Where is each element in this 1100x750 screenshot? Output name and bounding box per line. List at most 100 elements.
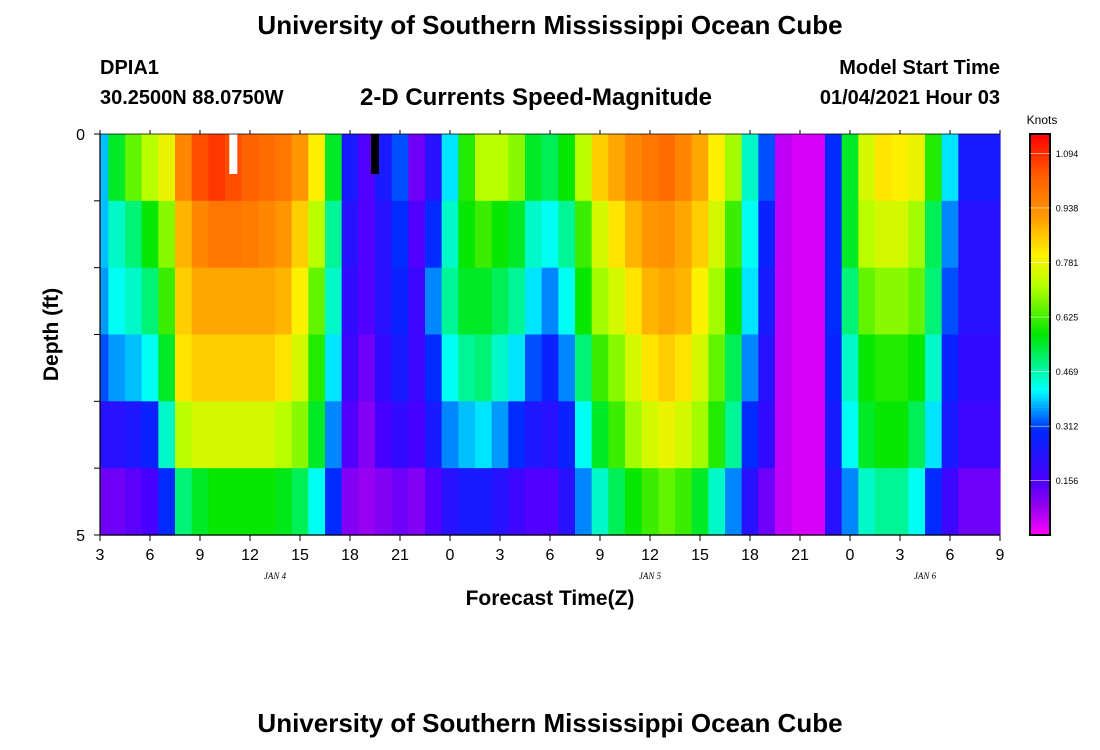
heatmap-cell (141, 134, 159, 202)
heatmap-cell (491, 401, 509, 469)
heatmap-cell (908, 200, 926, 269)
heatmap-cell (591, 267, 609, 336)
heatmap-cell (708, 334, 726, 402)
colorbar-segment (1030, 481, 1050, 486)
heatmap-cell (558, 401, 576, 469)
x-tick-label: 9 (196, 547, 205, 564)
heatmap-cell (575, 468, 593, 536)
heatmap-cell (625, 267, 643, 336)
heatmap-cell (341, 267, 359, 336)
heatmap-cell (425, 468, 443, 536)
colorbar-segment (1030, 190, 1050, 195)
heatmap-cell (925, 134, 943, 202)
colorbar-segment (1030, 458, 1050, 463)
heatmap-cell (591, 134, 609, 202)
heatmap-cell (575, 200, 593, 269)
heatmap-cell (525, 468, 543, 536)
heatmap-cell (891, 334, 909, 402)
heatmap-cell (808, 267, 826, 336)
heatmap-cell (108, 200, 126, 269)
heatmap-cell (291, 134, 309, 202)
heatmap-cell (975, 401, 993, 469)
heatmap-cell (591, 334, 609, 402)
heatmap-cell (191, 468, 209, 536)
heatmap-cell (325, 134, 343, 202)
colorbar-segment (1030, 418, 1050, 422)
heatmap-cell (308, 334, 326, 402)
heatmap-cell (841, 468, 859, 536)
colorbar-segment (1030, 521, 1050, 526)
heatmap-cell (741, 334, 759, 402)
heatmap-cell (641, 334, 659, 402)
colorbar-segment (1030, 167, 1050, 172)
heatmap-cell (608, 200, 626, 269)
heatmap-cell (858, 267, 876, 336)
heatmap-cell (391, 334, 409, 402)
heatmap-cell (125, 401, 143, 469)
heatmap-cell (725, 468, 743, 536)
heatmap-cell (141, 334, 159, 402)
footer-title: University of Southern Mississippi Ocean… (257, 708, 843, 738)
heatmap-cell (108, 134, 126, 202)
heatmap-cell (741, 401, 759, 469)
heatmap-cell (758, 401, 776, 469)
colorbar-segment (1030, 160, 1050, 165)
heatmap-cell (125, 267, 143, 336)
heatmap-cell (258, 134, 276, 202)
colorbar-segment (1030, 384, 1050, 389)
heatmap-cell (608, 401, 626, 469)
heatmap-cell (191, 200, 209, 269)
heatmap-cell (375, 468, 393, 536)
heatmap-cell (575, 401, 593, 469)
heatmap-cell (325, 200, 343, 269)
heatmap-cell (975, 334, 993, 402)
heatmap-cell (841, 401, 859, 469)
colorbar-segment (1030, 267, 1050, 272)
heatmap-cell (991, 200, 1001, 269)
heatmap-cell (508, 401, 526, 469)
x-tick-label: 0 (446, 547, 455, 564)
heatmap-cell (625, 334, 643, 402)
heatmap-cell (758, 267, 776, 336)
x-tick-label: 6 (146, 547, 155, 564)
heatmap-cell (658, 134, 676, 202)
colorbar-segment (1030, 210, 1050, 215)
heatmap-cell (758, 468, 776, 536)
x-tick-label: 18 (341, 547, 359, 564)
heatmap-cell (225, 200, 243, 269)
heatmap-cell (591, 468, 609, 536)
heatmap-cell (441, 200, 459, 269)
heatmap-cell (791, 468, 809, 536)
heatmap-cell (758, 334, 776, 402)
y-axis-title: Depth (ft) (40, 288, 63, 381)
heatmap-cell (375, 134, 393, 202)
station-id: DPIA1 (100, 57, 159, 79)
colorbar-segment (1030, 144, 1050, 148)
x-tick-label: 3 (896, 547, 905, 564)
heatmap-cell (741, 267, 759, 336)
heatmap-cell (175, 134, 193, 202)
heatmap-cell (525, 200, 543, 269)
heatmap-cell (658, 200, 676, 269)
colorbar-segment (1030, 204, 1050, 209)
heatmap-cell (591, 401, 609, 469)
heatmap-cell (958, 334, 976, 402)
heatmap-cell (708, 401, 726, 469)
heatmap-cell (958, 468, 976, 536)
heatmap-cell (758, 134, 776, 202)
colorbar-segment (1030, 177, 1050, 182)
heatmap-cell (875, 267, 893, 336)
colorbar-units: Knots (1027, 113, 1058, 127)
heatmap-cell (808, 200, 826, 269)
heatmap-cell (958, 267, 976, 336)
heatmap-cell (175, 334, 193, 402)
heatmap-cell (608, 334, 626, 402)
colorbar-segment (1030, 444, 1050, 449)
heatmap-cell (375, 200, 393, 269)
heatmap-cell (358, 401, 376, 469)
heatmap-cell (308, 267, 326, 336)
heatmap-cell (941, 267, 959, 336)
heatmap-cell (641, 468, 659, 536)
heatmap-cell (575, 134, 593, 202)
colorbar-segment (1030, 464, 1050, 469)
